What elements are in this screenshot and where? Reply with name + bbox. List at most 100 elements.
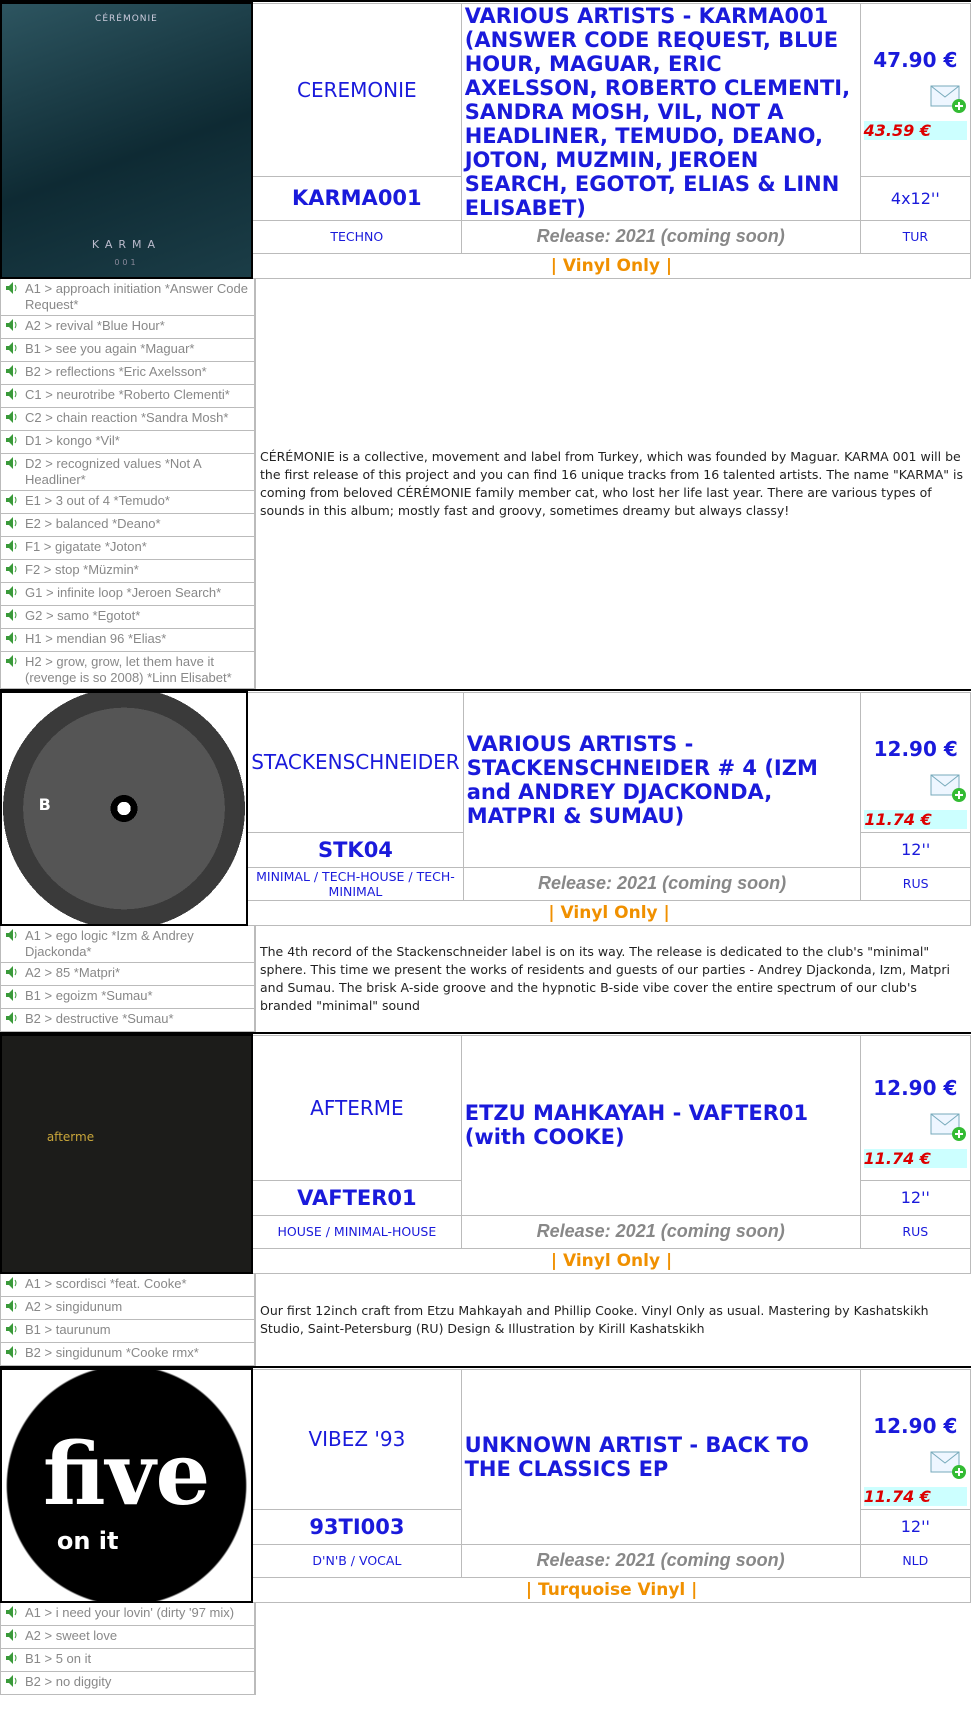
track[interactable]: B1 > see you again *Maguar* [0,339,255,362]
play-icon[interactable] [5,516,19,530]
track[interactable]: B1 > egoizm *Sumau* [0,986,255,1009]
country[interactable]: RUS [860,1215,970,1248]
country[interactable]: TUR [860,220,970,253]
genre[interactable]: HOUSE / MINIMAL-HOUSE [252,1215,461,1248]
edition: | Vinyl Only | [252,253,971,278]
track[interactable]: A2 > 85 *Matpri* [0,963,255,986]
play-icon[interactable] [5,928,19,942]
track[interactable]: C2 > chain reaction *Sandra Mosh* [0,408,255,431]
track[interactable]: A2 > sweet love [0,1626,255,1649]
track[interactable]: A1 > ego logic *Izm & Andrey Djackonda* [0,926,255,963]
track[interactable]: H2 > grow, grow, let them have it (reven… [0,652,255,689]
play-icon[interactable] [5,539,19,553]
track[interactable]: G1 > infinite loop *Jeroen Search* [0,583,255,606]
label-name[interactable]: AFTERME [252,1035,461,1180]
play-icon[interactable] [5,1651,19,1665]
play-icon[interactable] [5,456,19,470]
play-icon[interactable] [5,562,19,576]
track[interactable]: B2 > destructive *Sumau* [0,1009,255,1032]
genre[interactable]: MINIMAL / TECH-HOUSE / TECH-MINIMAL [247,867,463,900]
catalog-number[interactable]: STK04 [247,832,463,867]
release-date: Release: 2021 (coming soon) [461,1215,860,1248]
track[interactable]: A1 > scordisci *feat. Cooke* [0,1274,255,1297]
track[interactable]: C1 > neurotribe *Roberto Clementi* [0,385,255,408]
product-body: A1 > approach initiation *Answer Code Re… [0,279,971,689]
play-icon[interactable] [5,364,19,378]
catalog-number[interactable]: 93TI003 [252,1509,461,1544]
track[interactable]: B2 > reflections *Eric Axelsson* [0,362,255,385]
add-to-cart[interactable] [864,84,967,119]
play-icon[interactable] [5,965,19,979]
price[interactable]: 12.90 € [864,1076,967,1100]
country[interactable]: NLD [860,1544,970,1577]
play-icon[interactable] [5,654,19,668]
genre[interactable]: TECHNO [252,220,461,253]
play-icon[interactable] [5,1605,19,1619]
label-name[interactable]: VIBEZ '93 [252,1369,461,1509]
catalog-number[interactable]: VAFTER01 [252,1180,461,1215]
play-icon[interactable] [5,1276,19,1290]
product-list: CÉRÉMONIEKARMA001CEREMONIEVARIOUS ARTIST… [0,0,971,1695]
play-icon[interactable] [5,281,19,295]
track[interactable]: H1 > mendian 96 *Elias* [0,629,255,652]
play-icon[interactable] [5,341,19,355]
play-icon[interactable] [5,1628,19,1642]
format: 4x12'' [860,177,970,220]
edition: | Turquoise Vinyl | [252,1577,970,1602]
track[interactable]: A1 > approach initiation *Answer Code Re… [0,279,255,316]
label-name[interactable]: CEREMONIE [252,3,461,177]
track[interactable]: G2 > samo *Egotot* [0,606,255,629]
label-name[interactable]: STACKENSCHNEIDER [247,692,463,832]
track[interactable]: B1 > 5 on it [0,1649,255,1672]
page: CÉRÉMONIEKARMA001CEREMONIEVARIOUS ARTIST… [0,0,971,1721]
play-icon[interactable] [5,988,19,1002]
member-price: 43.59 € [864,121,967,140]
add-to-cart[interactable] [864,1450,967,1485]
format: 12'' [860,1180,970,1215]
catalog-number[interactable]: KARMA001 [252,177,461,220]
cover-text: CÉRÉMONIE [2,14,251,24]
add-to-cart[interactable] [864,1112,967,1147]
play-icon[interactable] [5,608,19,622]
release-title[interactable]: ETZU MAHKAYAH - VAFTER01 (with COOKE) [461,1035,860,1215]
play-icon[interactable] [5,631,19,645]
play-icon[interactable] [5,493,19,507]
track[interactable]: F2 > stop *Müzmin* [0,560,255,583]
play-icon[interactable] [5,433,19,447]
track[interactable]: E1 > 3 out of 4 *Temudo* [0,491,255,514]
country[interactable]: RUS [861,867,971,900]
track[interactable]: B2 > singidunum *Cooke rmx* [0,1343,255,1366]
description: CÉRÉMONIE is a collective, movement and … [256,279,971,689]
track[interactable]: A1 > i need your lovin' (dirty '97 mix) [0,1603,255,1626]
play-icon[interactable] [5,1011,19,1025]
genre[interactable]: D'N'B / VOCAL [252,1544,461,1577]
track[interactable]: A2 > revival *Blue Hour* [0,316,255,339]
price[interactable]: 12.90 € [864,1414,967,1438]
play-icon[interactable] [5,1322,19,1336]
product-head: CÉRÉMONIE KARMA001CEREMONIEVARIOUS ARTIST… [0,2,971,279]
play-icon[interactable] [5,1299,19,1313]
price[interactable]: 12.90 € [864,737,967,761]
play-icon[interactable] [5,1674,19,1688]
release-title[interactable]: VARIOUS ARTISTS - KARMA001 (ANSWER CODE … [461,3,860,220]
track[interactable]: A2 > singidunum [0,1297,255,1320]
product-body: A1 > ego logic *Izm & Andrey Djackonda*A… [0,926,971,1032]
play-icon[interactable] [5,387,19,401]
play-icon[interactable] [5,1345,19,1359]
track[interactable]: B2 > no diggity [0,1672,255,1695]
cover-art: B [1,692,247,925]
play-icon[interactable] [5,318,19,332]
price[interactable]: 47.90 € [864,48,967,72]
play-icon[interactable] [5,585,19,599]
track[interactable]: F1 > gigatate *Joton* [0,537,255,560]
release-title[interactable]: UNKNOWN ARTIST - BACK TO THE CLASSICS EP [461,1369,860,1544]
track[interactable]: E2 > balanced *Deano* [0,514,255,537]
product-head: BSTACKENSCHNEIDERVARIOUS ARTISTS - STACK… [0,691,971,926]
track[interactable]: D2 > recognized values *Not A Headliner* [0,454,255,491]
track[interactable]: B1 > taurunum [0,1320,255,1343]
play-icon[interactable] [5,410,19,424]
add-to-cart[interactable] [864,773,967,808]
track[interactable]: D1 > kongo *Vil* [0,431,255,454]
release-title[interactable]: VARIOUS ARTISTS - STACKENSCHNEIDER # 4 (… [463,692,861,867]
